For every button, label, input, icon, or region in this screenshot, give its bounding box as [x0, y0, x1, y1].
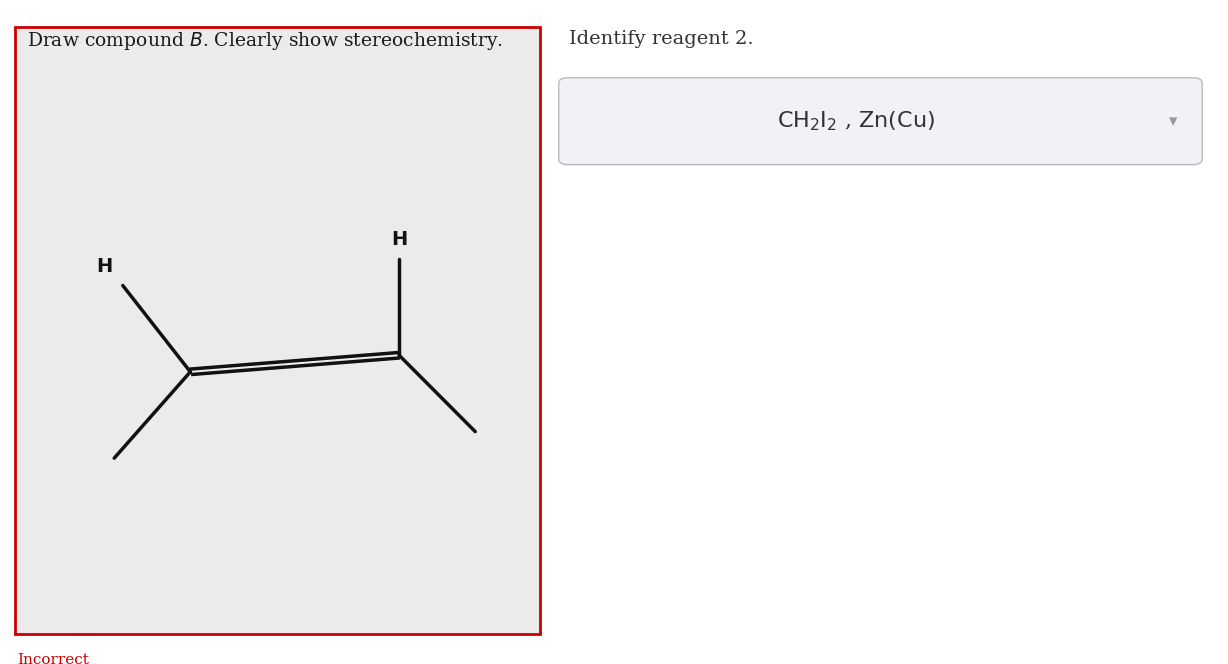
- Text: H: H: [391, 230, 408, 249]
- Text: Identify reagent 2.: Identify reagent 2.: [569, 30, 753, 48]
- Text: $\mathrm{CH_2I_2}$ , $\mathrm{Zn(Cu)}$: $\mathrm{CH_2I_2}$ , $\mathrm{Zn(Cu)}$: [776, 110, 935, 133]
- Text: Incorrect: Incorrect: [17, 653, 90, 664]
- Text: Draw compound $\it{B}$. Clearly show stereochemistry.: Draw compound $\it{B}$. Clearly show ste…: [27, 30, 503, 52]
- Text: ▾: ▾: [1169, 112, 1178, 130]
- FancyBboxPatch shape: [15, 27, 540, 634]
- FancyBboxPatch shape: [559, 78, 1202, 165]
- Text: H: H: [97, 256, 113, 276]
